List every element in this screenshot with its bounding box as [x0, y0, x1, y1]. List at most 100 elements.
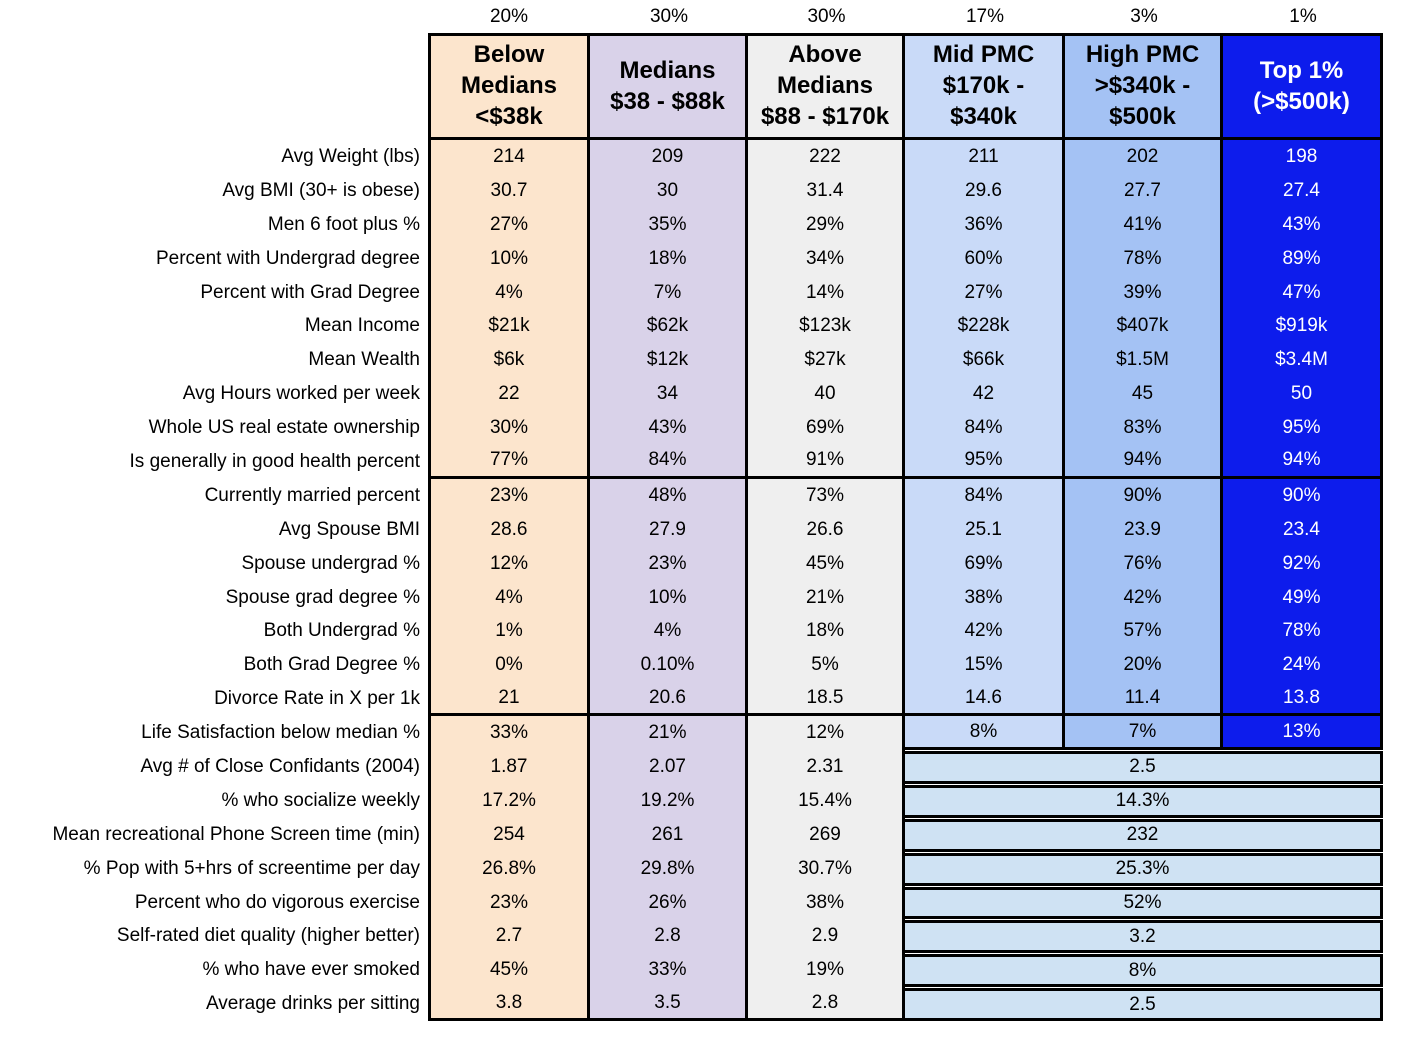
- row-label: Mean recreational Phone Screen time (min…: [52, 823, 420, 845]
- data-cell: 2.07: [590, 750, 748, 784]
- column-share: 3%: [1130, 5, 1158, 27]
- data-cell: 27%: [905, 275, 1065, 310]
- data-cell: 8%: [905, 716, 1065, 751]
- data-cell: 10%: [590, 580, 748, 615]
- column-header: High PMC >$340k - $500k: [1065, 33, 1223, 140]
- data-cell: 7%: [1065, 716, 1223, 751]
- data-cell: 84%: [905, 478, 1065, 513]
- data-cell: 14%: [748, 275, 905, 310]
- data-cell: 23%: [590, 546, 748, 581]
- data-cell: 269: [748, 817, 905, 852]
- data-cell: 7%: [590, 275, 748, 310]
- data-cell: 34%: [748, 241, 905, 276]
- data-cell: 35%: [590, 207, 748, 242]
- data-cell: $6k: [428, 343, 590, 378]
- merged-data-cell: 232: [905, 818, 1383, 852]
- row-label: % who socialize weekly: [221, 789, 420, 811]
- data-cell: 10%: [428, 241, 590, 276]
- row-label: Percent with Grad Degree: [200, 281, 420, 303]
- data-cell: 214: [428, 140, 590, 174]
- data-cell: 222: [748, 140, 905, 174]
- data-cell: 202: [1065, 140, 1223, 174]
- data-cell: 18.5: [748, 682, 905, 717]
- data-cell: 73%: [748, 478, 905, 513]
- data-cell: 33%: [590, 953, 748, 988]
- data-cell: 30.7: [428, 173, 590, 208]
- data-cell: 38%: [748, 885, 905, 920]
- row-label: % who have ever smoked: [202, 959, 420, 981]
- merged-data-cell: 25.3%: [905, 852, 1383, 886]
- data-cell: 12%: [748, 716, 905, 751]
- row-label: Both Undergrad %: [263, 620, 420, 642]
- data-cell: 92%: [1223, 546, 1383, 581]
- data-cell: 40: [748, 377, 905, 412]
- row-label: Currently married percent: [204, 484, 420, 506]
- data-cell: 27.4: [1223, 173, 1383, 208]
- data-cell: 27.7: [1065, 173, 1223, 208]
- data-cell: 211: [905, 140, 1065, 174]
- data-cell: 84%: [905, 411, 1065, 446]
- data-cell: 13%: [1223, 716, 1383, 751]
- data-cell: 94%: [1223, 445, 1383, 479]
- data-cell: $21k: [428, 309, 590, 344]
- data-cell: 57%: [1065, 614, 1223, 649]
- data-cell: 83%: [1065, 411, 1223, 446]
- data-cell: 24%: [1223, 648, 1383, 683]
- data-cell: 43%: [590, 411, 748, 446]
- column-share: 30%: [649, 5, 689, 27]
- data-cell: 36%: [905, 207, 1065, 242]
- data-cell: 89%: [1223, 241, 1383, 276]
- data-cell: $407k: [1065, 309, 1223, 344]
- merged-data-cell: 8%: [905, 954, 1383, 988]
- data-cell: 23%: [428, 478, 590, 513]
- data-cell: 30.7%: [748, 851, 905, 886]
- data-cell: $3.4M: [1223, 343, 1383, 378]
- data-cell: 0.10%: [590, 648, 748, 683]
- data-cell: 23%: [428, 885, 590, 920]
- data-cell: 50: [1223, 377, 1383, 412]
- data-cell: 14.6: [905, 682, 1065, 717]
- data-cell: 26.8%: [428, 851, 590, 886]
- merged-data-cell: 52%: [905, 886, 1383, 920]
- data-cell: 31.4: [748, 173, 905, 208]
- data-cell: 33%: [428, 716, 590, 751]
- data-cell: 11.4: [1065, 682, 1223, 717]
- data-cell: 18%: [590, 241, 748, 276]
- data-cell: 4%: [590, 614, 748, 649]
- data-cell: 60%: [905, 241, 1065, 276]
- data-cell: 17.2%: [428, 783, 590, 818]
- row-label: Self-rated diet quality (higher better): [116, 925, 420, 947]
- data-cell: 29%: [748, 207, 905, 242]
- data-cell: 23.9: [1065, 512, 1223, 547]
- row-label: Spouse grad degree %: [225, 586, 420, 608]
- data-cell: 3.8: [428, 987, 590, 1022]
- data-cell: 27%: [428, 207, 590, 242]
- data-cell: 49%: [1223, 580, 1383, 615]
- data-cell: 90%: [1065, 478, 1223, 513]
- data-cell: 30%: [428, 411, 590, 446]
- data-cell: 21%: [590, 716, 748, 751]
- merged-data-cell: 2.5: [905, 751, 1383, 784]
- data-cell: 3.5: [590, 987, 748, 1022]
- data-cell: 42: [905, 377, 1065, 412]
- row-label: Avg Spouse BMI: [278, 518, 420, 540]
- data-cell: 48%: [590, 478, 748, 513]
- data-cell: 19.2%: [590, 783, 748, 818]
- data-cell: 95%: [905, 445, 1065, 479]
- row-label: Both Grad Degree %: [243, 654, 420, 676]
- data-cell: $1.5M: [1065, 343, 1223, 378]
- data-cell: 1%: [428, 614, 590, 649]
- row-label: Percent who do vigorous exercise: [134, 891, 420, 913]
- data-cell: 2.9: [748, 919, 905, 954]
- data-cell: 38%: [905, 580, 1065, 615]
- data-cell: 21%: [748, 580, 905, 615]
- row-label: Avg Hours worked per week: [182, 383, 420, 405]
- corner-spacer-top: [0, 0, 428, 33]
- data-cell: 43%: [1223, 207, 1383, 242]
- data-cell: $12k: [590, 343, 748, 378]
- data-cell: 34: [590, 377, 748, 412]
- merged-data-cell: 3.2: [905, 920, 1383, 954]
- data-cell: 39%: [1065, 275, 1223, 310]
- data-cell: 20.6: [590, 682, 748, 717]
